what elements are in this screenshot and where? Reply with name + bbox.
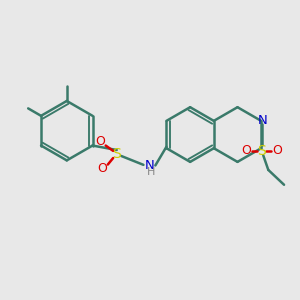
Text: O: O [272, 144, 282, 157]
Text: N: N [258, 114, 268, 128]
Text: H: H [146, 167, 155, 177]
Text: S: S [112, 148, 121, 161]
Text: S: S [257, 144, 266, 158]
Text: O: O [95, 135, 105, 148]
Text: O: O [242, 144, 251, 157]
Text: O: O [97, 162, 107, 175]
Text: N: N [145, 159, 155, 172]
